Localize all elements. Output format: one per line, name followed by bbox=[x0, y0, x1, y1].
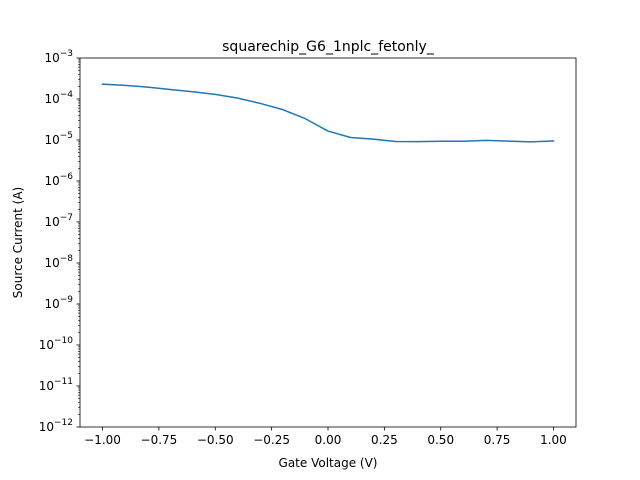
y-tick-label-base: 10 bbox=[39, 379, 54, 393]
y-tick-label: 10−7 bbox=[44, 213, 73, 229]
plot-area: −1.00 −0.75 −0.50 −0.25 0.00 0.25 0.50 0.75 1.00… bbox=[39, 49, 577, 447]
y-tick-label-exponent: −12 bbox=[54, 418, 73, 428]
y-tick-label-base: 10 bbox=[44, 297, 59, 311]
y-tick-label-base: 10 bbox=[44, 92, 59, 106]
x-tick-label: 0.50 bbox=[427, 433, 454, 447]
x-tick-label: −0.25 bbox=[253, 433, 290, 447]
plot-frame bbox=[79, 57, 577, 428]
y-tick-label-base: 10 bbox=[44, 215, 59, 229]
y-tick-label-base: 10 bbox=[44, 256, 59, 270]
y-tick-label-exponent: −10 bbox=[54, 336, 73, 346]
y-axis-label: Source Current (A) bbox=[11, 187, 25, 299]
y-tick-label: 10−12 bbox=[39, 418, 73, 434]
y-tick-label-base: 10 bbox=[44, 51, 59, 65]
y-tick-label-base: 10 bbox=[39, 338, 54, 352]
y-tick-label-exponent: −6 bbox=[60, 172, 74, 182]
y-tick-label-exponent: −9 bbox=[60, 295, 74, 305]
y-tick-label-base: 10 bbox=[44, 133, 59, 147]
y-tick-label: 10−3 bbox=[44, 49, 73, 65]
y-tick-label-exponent: −5 bbox=[60, 131, 73, 141]
y-tick-label-exponent: −7 bbox=[60, 213, 73, 223]
x-tick-label: 1.00 bbox=[540, 433, 567, 447]
y-tick-label: 10−10 bbox=[39, 336, 74, 352]
series-line-0 bbox=[101, 83, 555, 143]
y-tick-label: 10−11 bbox=[39, 377, 73, 393]
x-tick-label: 0.25 bbox=[371, 433, 398, 447]
y-tick-label-exponent: −8 bbox=[60, 254, 74, 264]
x-axis-label: Gate Voltage (V) bbox=[279, 456, 378, 470]
y-tick-label-exponent: −11 bbox=[54, 377, 73, 387]
x-tick-label: −0.50 bbox=[197, 433, 234, 447]
y-tick-label-exponent: −3 bbox=[60, 49, 73, 59]
x-tick-label: 0.75 bbox=[484, 433, 511, 447]
x-tick-label: 0.00 bbox=[315, 433, 342, 447]
y-tick-label: 10−9 bbox=[44, 295, 73, 311]
y-tick-label-base: 10 bbox=[39, 420, 54, 434]
x-tick-label: −1.00 bbox=[84, 433, 121, 447]
y-tick-label: 10−5 bbox=[44, 131, 73, 147]
x-tick-label: −0.75 bbox=[141, 433, 178, 447]
y-tick-label: 10−6 bbox=[44, 172, 73, 188]
y-tick-label-exponent: −4 bbox=[60, 90, 74, 100]
chart-title: squarechip_G6_1nplc_fetonly_ bbox=[222, 39, 435, 55]
y-tick-label: 10−8 bbox=[44, 254, 73, 270]
y-tick-label-base: 10 bbox=[44, 174, 59, 188]
y-tick-label: 10−4 bbox=[44, 90, 73, 106]
